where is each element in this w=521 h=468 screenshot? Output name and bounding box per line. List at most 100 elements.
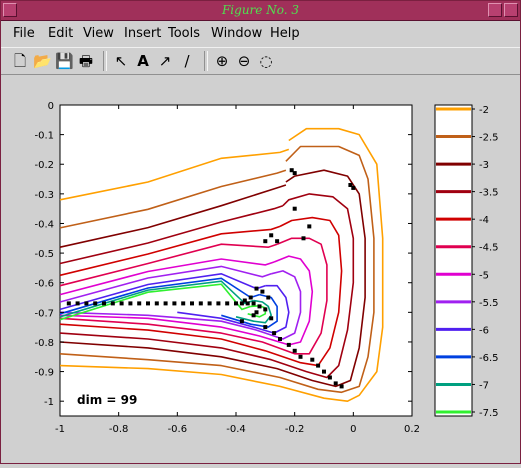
data-point [257, 304, 262, 309]
menu-tools[interactable]: Tools [168, 26, 201, 41]
colorbar-label: -7 [479, 380, 489, 391]
contour-line [59, 193, 355, 379]
y-tick-label: -0.8 [34, 338, 54, 349]
data-point [93, 301, 98, 306]
colorbar-label: -2.5 [479, 133, 499, 144]
y-tick-label: -0.3 [34, 190, 54, 201]
data-point [266, 295, 271, 300]
data-point [275, 239, 280, 244]
contour-line [59, 225, 281, 277]
data-point [348, 183, 353, 187]
data-point [272, 331, 277, 336]
contour-line [59, 255, 314, 346]
data-point [289, 168, 294, 173]
menu-help[interactable]: Help [270, 26, 300, 41]
print-icon[interactable]: 🖶 [78, 52, 94, 70]
toolbar-separator [204, 51, 208, 71]
title-bar[interactable]: Figure No. 3 [1, 1, 520, 21]
contour-line [59, 169, 287, 229]
data-point [239, 301, 244, 306]
maximize-button[interactable] [504, 3, 518, 17]
menu-window[interactable]: Window [211, 26, 263, 41]
menu-bar: File Edit View Insert Tools Window Help [1, 21, 520, 45]
colorbar-label: -6.5 [479, 353, 499, 364]
data-point [292, 348, 297, 353]
data-point [245, 301, 250, 306]
data-point [327, 375, 332, 380]
x-tick-label: -0.2 [285, 424, 305, 435]
data-point [307, 224, 312, 229]
contour-lines [59, 127, 384, 402]
contour-line [59, 265, 272, 303]
zoom-in-icon[interactable]: ⊕ [215, 52, 229, 70]
data-point [351, 185, 356, 190]
y-tick-label: -0.6 [34, 279, 54, 290]
data-point [301, 236, 306, 241]
dim-annotation: dim = 99 [77, 393, 137, 407]
data-point [163, 301, 168, 306]
data-point [254, 310, 259, 315]
data-point [251, 313, 256, 318]
insert-text-icon[interactable]: A [137, 52, 149, 70]
data-point [333, 381, 338, 386]
data-point [316, 363, 321, 368]
data-point [239, 319, 244, 324]
new-file-icon[interactable]: 🗋 [13, 52, 27, 70]
data-point [190, 301, 194, 306]
data-point [242, 298, 247, 303]
contour-line [59, 270, 302, 340]
colorbar-label: -6 [479, 325, 489, 336]
toolbar: 🗋 📂 💾 🖶 ↖ A ↗ / ⊕ ⊖ ◌ [1, 47, 520, 75]
contour-line [59, 204, 284, 265]
contour-line [59, 283, 251, 321]
data-point [146, 301, 150, 306]
contour-line [59, 243, 278, 287]
data-point [119, 301, 124, 306]
data-point [110, 301, 115, 306]
data-points [66, 168, 356, 389]
data-point [216, 301, 221, 306]
contour-line [59, 237, 328, 355]
colorbar-label: -5.5 [479, 298, 499, 309]
data-point [225, 301, 230, 306]
contour-line [59, 145, 375, 394]
contour-line [59, 216, 343, 367]
data-point [172, 301, 177, 306]
data-point [286, 342, 291, 347]
data-point [207, 301, 212, 306]
select-arrow-icon[interactable]: ↖ [114, 52, 128, 70]
data-point [310, 357, 315, 362]
contour-line [59, 258, 275, 296]
zoom-out-icon[interactable]: ⊖ [237, 52, 251, 70]
menu-edit[interactable]: Edit [48, 26, 74, 41]
colorbar-label: -7.5 [479, 408, 499, 419]
data-point [292, 206, 297, 211]
data-point [198, 301, 203, 306]
save-icon[interactable]: 💾 [55, 52, 74, 70]
window-menu-button[interactable] [3, 3, 17, 17]
menu-view[interactable]: View [83, 26, 114, 41]
x-tick-label: -0.8 [109, 424, 129, 435]
data-point [102, 301, 106, 306]
y-tick-label: -1 [44, 397, 54, 408]
menu-insert[interactable]: Insert [124, 26, 162, 41]
colorbar-label: -2 [479, 105, 489, 116]
data-point [269, 316, 274, 321]
data-point [128, 301, 133, 306]
insert-line-icon[interactable]: / [184, 52, 190, 70]
menu-file[interactable]: File [13, 26, 35, 41]
rotate-icon[interactable]: ◌ [259, 52, 273, 70]
y-tick-label: 0 [48, 101, 54, 112]
data-point [298, 354, 303, 359]
minimize-button[interactable] [488, 3, 502, 17]
open-folder-icon[interactable]: 📂 [33, 52, 52, 70]
contour-line [221, 293, 278, 328]
data-point [84, 301, 89, 306]
insert-arrow-icon[interactable]: ↗ [158, 52, 172, 70]
y-axis-ticks: 0 -0.1 -0.2 -0.3 -0.4 -0.5 -0.6 -0.7 -0.8 -0.9 -1 [34, 101, 412, 408]
data-point [263, 325, 268, 330]
data-point [339, 384, 344, 389]
data-point [154, 301, 159, 306]
x-tick-label: -0.4 [226, 424, 246, 435]
